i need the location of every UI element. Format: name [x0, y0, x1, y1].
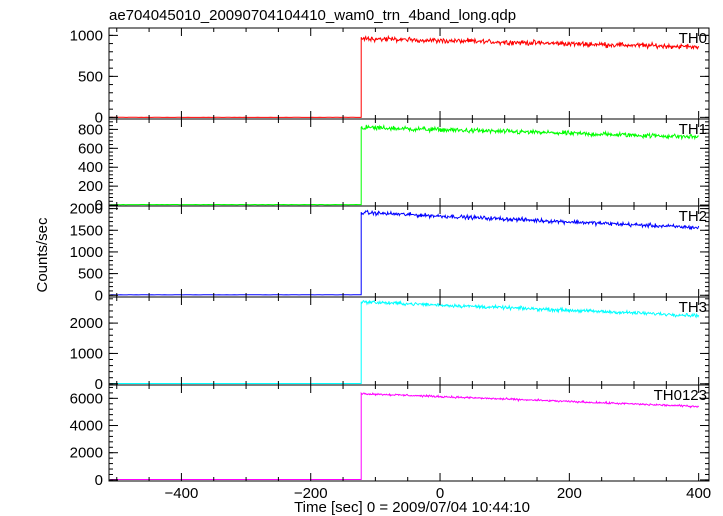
x-tick-label: 200 [557, 485, 582, 502]
y-tick-label: 1000 [70, 27, 103, 44]
y-tick-label: 4000 [70, 418, 103, 435]
series-th3 [110, 299, 700, 384]
x-tick-label: −200 [294, 485, 328, 502]
panel-label: TH1 [679, 121, 707, 138]
panels: 0 500 1000 TH0 0 200 400 600 800 TH1 0 500 1000 1500 2… [70, 27, 712, 502]
series-th1 [110, 123, 699, 206]
panel-frame [108, 384, 710, 482]
y-tick-label: 2000 [70, 445, 103, 462]
y-tick-label: 800 [78, 121, 103, 138]
panel-th3: 0 1000 2000 TH3 [70, 296, 710, 393]
y-tick-label: 200 [78, 178, 103, 195]
panel-label: TH0123 [654, 387, 707, 404]
panel-frame [108, 118, 710, 207]
y-tick-label: 1000 [70, 345, 103, 362]
series-th2 [110, 209, 700, 296]
x-axis-label: Time [sec] 0 = 2009/07/04 10:44:10 [294, 499, 530, 516]
panel-frame [108, 27, 710, 120]
y-tick-label: 1000 [70, 244, 103, 261]
panel-th0123: 0 2000 4000 6000 TH0123 −400 −200 0 200 400 [70, 384, 711, 502]
y-axis-label: Counts/sec [34, 217, 51, 293]
y-tick-label: 0 [95, 376, 103, 393]
panel-frame [108, 296, 710, 386]
panel-frame [108, 205, 710, 298]
y-tick-label: 0 [95, 197, 103, 214]
panel-th2: 0 500 1000 1500 2000 TH2 [70, 201, 710, 304]
x-tick-label: −400 [165, 485, 199, 502]
panel-th1: 0 200 400 600 800 TH1 [78, 118, 710, 214]
chart-title: ae704045010_20090704104410_wam0_trn_4ban… [109, 7, 516, 24]
y-tick-label: 6000 [70, 390, 103, 407]
y-tick-label: 500 [78, 68, 103, 85]
y-tick-label: 1500 [70, 222, 103, 239]
y-tick-label: 2000 [70, 315, 103, 332]
y-tick-label: 600 [78, 140, 103, 157]
y-tick-label: 0 [95, 287, 103, 304]
y-tick-label: 2000 [70, 201, 103, 218]
y-tick-label: 0 [95, 472, 103, 489]
panel-label: TH3 [679, 299, 707, 316]
y-tick-label: 0 [95, 109, 103, 126]
series-th0123 [110, 391, 700, 480]
x-tick-label: 0 [436, 485, 444, 502]
panel-label: TH2 [679, 208, 707, 225]
x-tick-label: 400 [686, 485, 711, 502]
y-tick-label: 400 [78, 159, 103, 176]
series-th0 [110, 34, 700, 118]
panel-th0: 0 500 1000 TH0 [70, 27, 710, 126]
panel-label: TH0 [679, 30, 707, 47]
y-tick-label: 500 [78, 266, 103, 283]
